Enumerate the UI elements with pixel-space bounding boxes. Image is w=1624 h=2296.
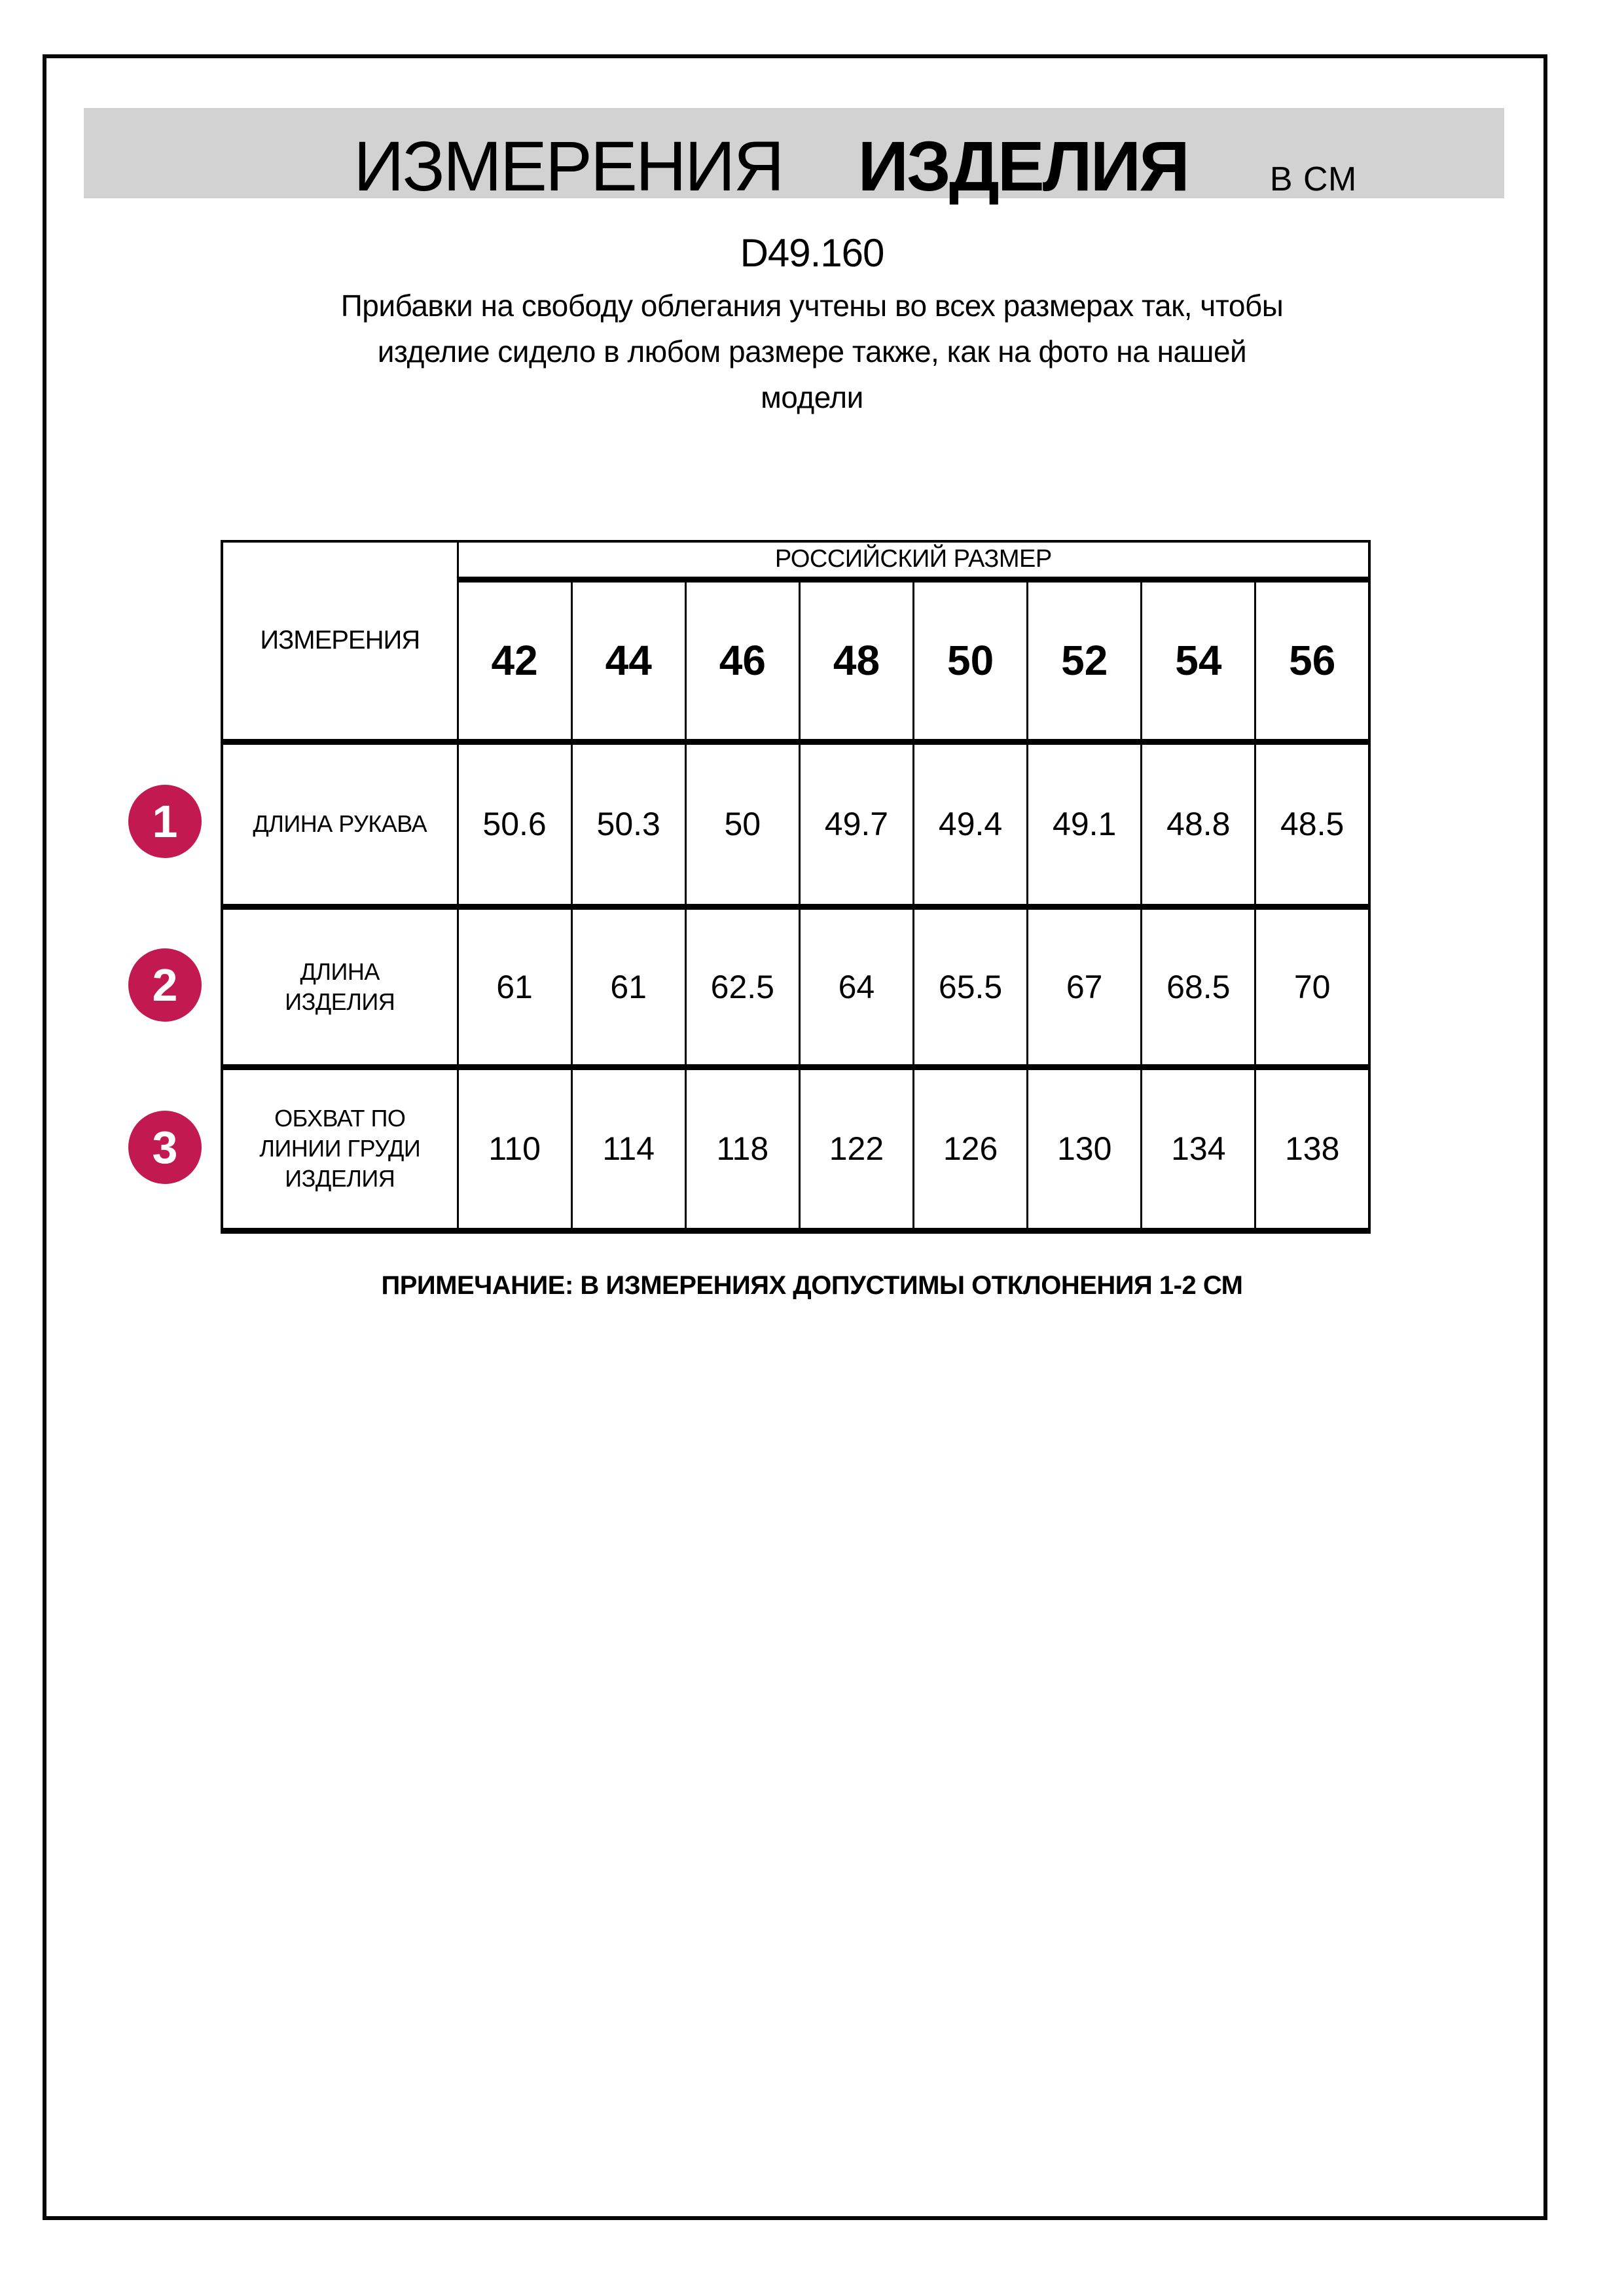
size-header-44: 44 bbox=[570, 578, 687, 745]
value-cell: 114 bbox=[570, 1066, 687, 1234]
value-cell: 110 bbox=[456, 1066, 573, 1234]
page-title-word-measurements: ИЗМЕРЕНИЯ bbox=[353, 126, 785, 206]
value-cell: 49.1 bbox=[1026, 740, 1143, 910]
value-cell: 134 bbox=[1140, 1066, 1257, 1234]
table-row-chest-girth: ОБХВАТ ПО ЛИНИИ ГРУДИ ИЗДЕЛИЯ 110 114 11… bbox=[221, 1066, 1371, 1234]
title-bar: ИЗМЕРЕНИЯ ИЗДЕЛИЯ В СМ bbox=[84, 108, 1504, 206]
value-cell: 118 bbox=[684, 1066, 801, 1234]
model-number: D49.160 bbox=[740, 231, 885, 275]
value-cell: 70 bbox=[1254, 905, 1371, 1070]
size-header-46: 46 bbox=[684, 578, 801, 745]
size-header-56: 56 bbox=[1254, 578, 1371, 745]
value-cell: 138 bbox=[1254, 1066, 1371, 1234]
value-cell: 65.5 bbox=[912, 905, 1029, 1070]
value-cell: 122 bbox=[798, 1066, 915, 1234]
value-cell: 49.4 bbox=[912, 740, 1029, 910]
size-header-54: 54 bbox=[1140, 578, 1257, 745]
value-cell: 64 bbox=[798, 905, 915, 1070]
row-label-sleeve-length: ДЛИНА РУКАВА bbox=[221, 740, 459, 910]
size-header-52: 52 bbox=[1026, 578, 1143, 745]
table-row-garment-length: ДЛИНА ИЗДЕЛИЯ 61 61 62.5 64 65.5 67 68.5… bbox=[221, 905, 1371, 1070]
value-cell: 126 bbox=[912, 1066, 1029, 1234]
value-cell: 49.7 bbox=[798, 740, 915, 910]
row-label-garment-length: ДЛИНА ИЗДЕЛИЯ bbox=[221, 905, 459, 1070]
value-cell: 61 bbox=[456, 905, 573, 1070]
row-number-badge-1: 1 bbox=[128, 785, 202, 858]
table-row-group-header: ИЗМЕРЕНИЯ РОССИЙСКИЙ РАЗМЕР bbox=[221, 540, 1371, 745]
table-row-sizes: 42 44 46 48 50 52 54 56 bbox=[222, 578, 1371, 745]
fit-description: Прибавки на свободу облегания учтены во … bbox=[0, 283, 1624, 420]
size-header-42: 42 bbox=[456, 578, 573, 745]
page-title-units: В СМ bbox=[1269, 160, 1358, 198]
value-cell: 62.5 bbox=[684, 905, 801, 1070]
fit-description-line-1: Прибавки на свободу облегания учтены во … bbox=[340, 289, 1284, 323]
value-cell: 50 bbox=[684, 740, 801, 910]
value-cell: 67 bbox=[1026, 905, 1143, 1070]
value-cell: 130 bbox=[1026, 1066, 1143, 1234]
fit-description-line-2: изделие сидело в любом размере также, ка… bbox=[377, 334, 1247, 368]
size-header-48: 48 bbox=[798, 578, 915, 745]
value-cell: 50.6 bbox=[456, 740, 573, 910]
measurements-table: ИЗМЕРЕНИЯ РОССИЙСКИЙ РАЗМЕР 42 44 46 48 … bbox=[221, 540, 1371, 1234]
value-cell: 68.5 bbox=[1140, 905, 1257, 1070]
fit-description-line-3: модели bbox=[761, 380, 863, 414]
value-cell: 48.5 bbox=[1254, 740, 1371, 910]
corner-header-measurements: ИЗМЕРЕНИЯ bbox=[221, 540, 459, 745]
row-number-badge-3: 3 bbox=[128, 1111, 202, 1184]
group-header-russian-size: РОССИЙСКИЙ РАЗМЕР bbox=[456, 540, 1371, 583]
value-cell: 61 bbox=[570, 905, 687, 1070]
tolerance-note: ПРИМЕЧАНИЕ: В ИЗМЕРЕНИЯХ ДОПУСТИМЫ ОТКЛО… bbox=[381, 1271, 1244, 1300]
value-cell: 48.8 bbox=[1140, 740, 1257, 910]
page-title-word-product: ИЗДЕЛИЯ bbox=[857, 126, 1190, 206]
size-header-50: 50 bbox=[912, 578, 1029, 745]
row-number-badge-2: 2 bbox=[128, 948, 202, 1022]
table-row-sleeve-length: ДЛИНА РУКАВА 50.6 50.3 50 49.7 49.4 49.1… bbox=[221, 740, 1371, 910]
value-cell: 50.3 bbox=[570, 740, 687, 910]
row-label-chest-girth: ОБХВАТ ПО ЛИНИИ ГРУДИ ИЗДЕЛИЯ bbox=[221, 1066, 459, 1234]
